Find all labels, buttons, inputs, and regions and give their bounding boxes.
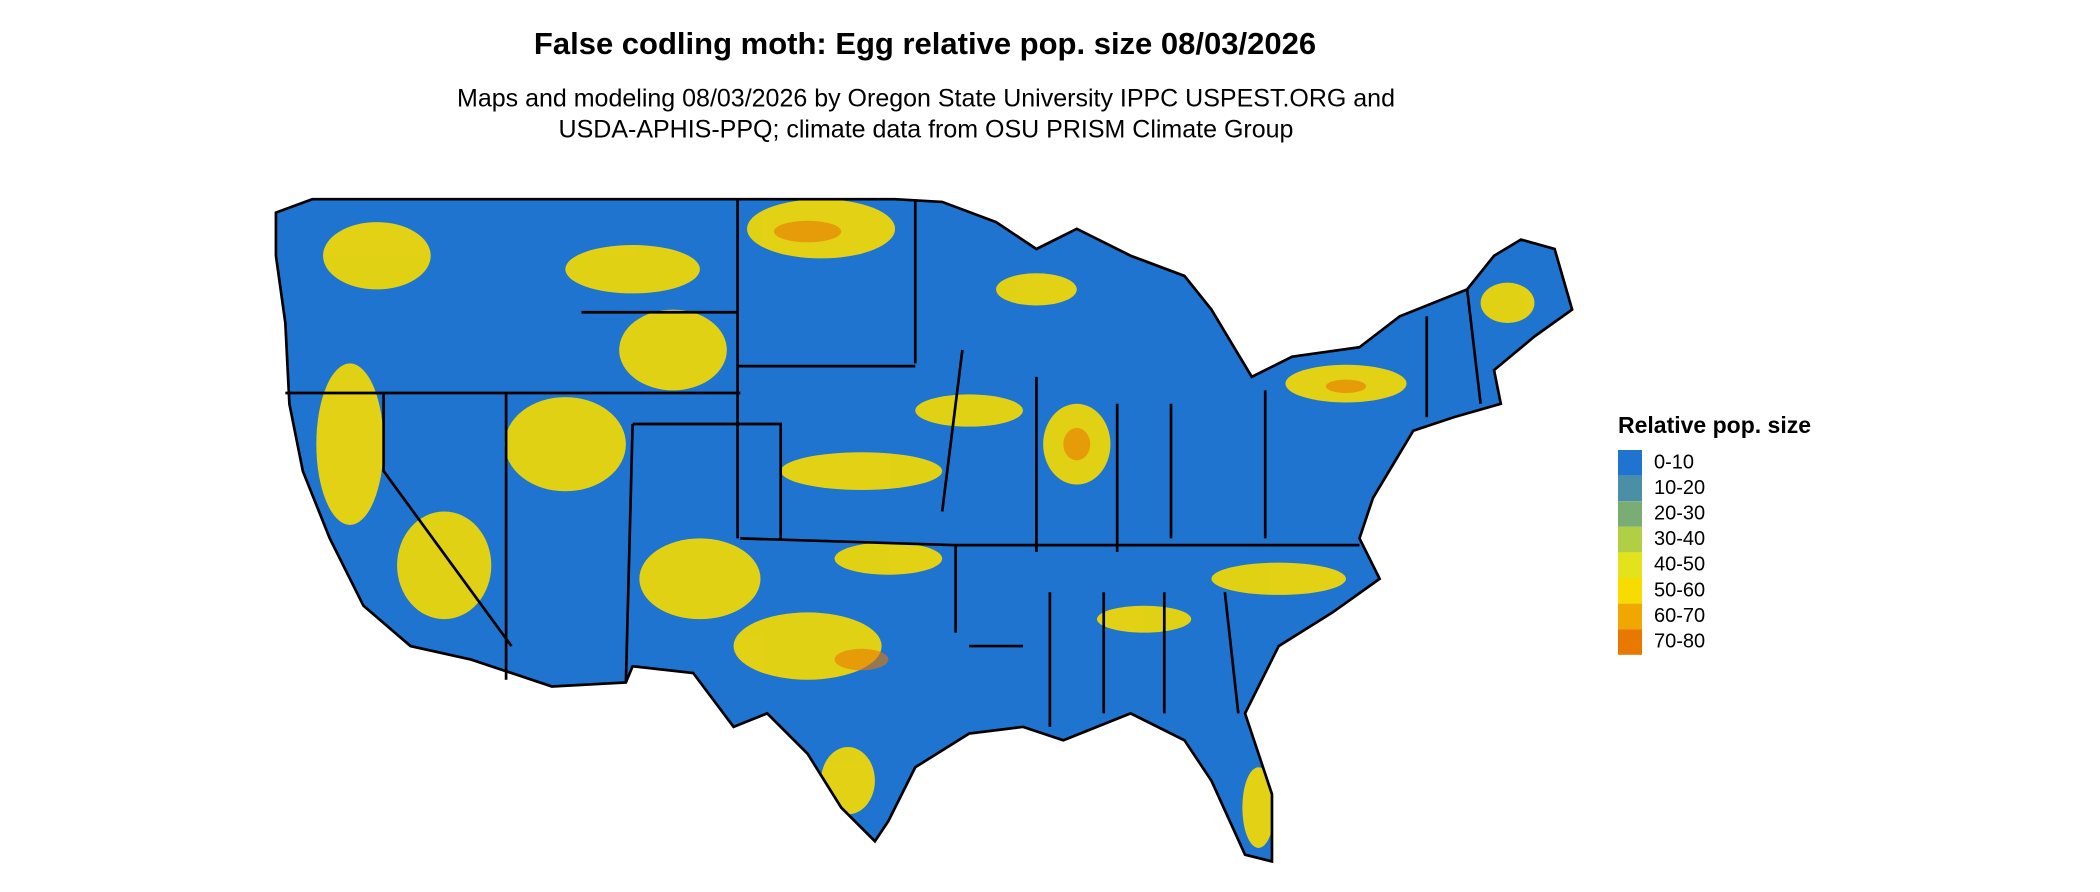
- legend-swatch: [1618, 578, 1642, 604]
- subtitle-line: Maps and modeling 08/03/2026 by Oregon S…: [457, 85, 1395, 113]
- legend-swatch: [1618, 526, 1642, 553]
- legend-label: 40-50: [1654, 554, 1705, 576]
- legend-label: 50-60: [1654, 579, 1705, 601]
- legend-swatch: [1618, 501, 1642, 527]
- legend-label: 20-30: [1654, 502, 1705, 524]
- legend-label: 60-70: [1654, 605, 1705, 627]
- legend-label: 30-40: [1654, 528, 1705, 550]
- legend-label: 70-80: [1654, 630, 1705, 652]
- legend-label: 10-20: [1654, 477, 1705, 499]
- map-title: False codling moth: Egg relative pop. si…: [534, 26, 1316, 61]
- legend-swatch: [1618, 450, 1642, 476]
- state-borders: [274, 197, 1574, 863]
- legend-title: Relative pop. size: [1618, 412, 1811, 438]
- legend: 0-10 10-20 20-30 30-40 40-50 50-60 60-70 70-80: [1618, 450, 1705, 655]
- legend-swatch: [1618, 629, 1642, 655]
- subtitle-line: USDA-APHIS-PPQ; climate data from OSU PR…: [559, 116, 1294, 144]
- us-map: [274, 197, 1574, 863]
- legend-label: 0-10: [1654, 451, 1694, 473]
- hotspots: [316, 199, 1535, 848]
- legend-swatch: [1618, 552, 1642, 578]
- legend-swatch: [1618, 603, 1642, 630]
- legend-swatch: [1618, 475, 1642, 502]
